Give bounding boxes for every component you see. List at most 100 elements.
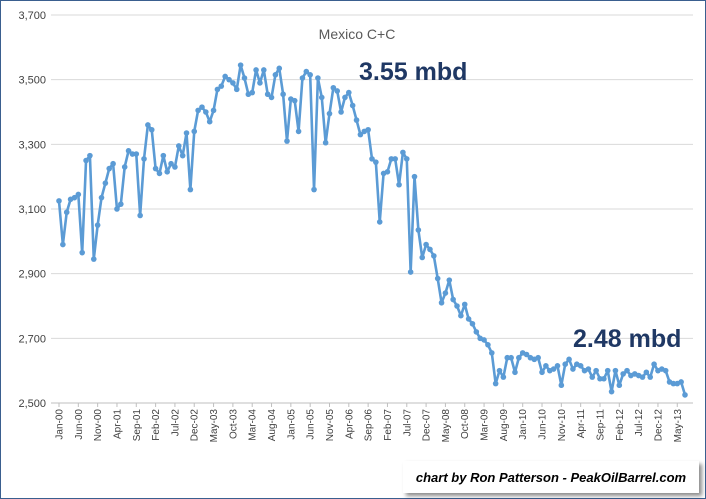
data-point <box>307 72 313 78</box>
data-point <box>311 186 317 193</box>
x-tick-label: Sep-01 <box>132 409 143 442</box>
data-point <box>570 366 576 372</box>
data-point <box>90 256 97 262</box>
data-point <box>249 89 256 96</box>
x-tick-label: Dec-12 <box>653 409 664 442</box>
data-point <box>253 67 259 73</box>
data-point <box>604 367 611 374</box>
data-point <box>75 191 82 198</box>
data-point <box>535 354 541 361</box>
data-point <box>110 160 116 167</box>
gridlines <box>51 14 693 404</box>
data-point <box>554 363 561 369</box>
x-axis-tick-labels: Jan-00 Jun-00 Nov-00 Apr-01 Sep-01 Feb-02 Jul-… <box>55 403 684 442</box>
x-tick-label: Jul-12 <box>634 409 645 437</box>
data-point <box>79 249 85 256</box>
data-point <box>94 222 101 228</box>
data-point <box>334 88 341 94</box>
data-point <box>318 94 325 101</box>
data-point <box>222 73 228 80</box>
x-tick-label: Apr-06 <box>344 409 355 439</box>
x-tick-label: Apr-11 <box>576 409 587 439</box>
x-tick-label: Jan-05 <box>286 409 297 440</box>
data-point <box>392 156 398 162</box>
data-point <box>403 156 410 162</box>
x-tick-label: Nov-05 <box>325 409 336 442</box>
data-point <box>156 170 163 177</box>
data-point <box>512 369 518 376</box>
x-tick-label: Oct-03 <box>228 409 239 439</box>
data-point <box>500 374 507 380</box>
data-point <box>206 118 213 125</box>
data-point <box>593 367 599 374</box>
x-tick-label: Nov-00 <box>93 409 104 442</box>
data-point <box>504 354 511 361</box>
data-point <box>662 367 669 374</box>
data-point <box>172 164 178 170</box>
data-point <box>199 104 205 110</box>
data-point <box>589 374 596 380</box>
data-point <box>315 75 321 81</box>
data-point <box>187 186 194 193</box>
data-point <box>446 277 453 283</box>
data-point <box>369 156 375 162</box>
data-point <box>218 83 225 89</box>
data-point <box>237 62 244 68</box>
data-point <box>56 198 62 204</box>
data-point <box>647 374 654 380</box>
data-point <box>624 367 630 374</box>
x-tick-label: Feb-12 <box>615 409 626 441</box>
x-tick-label: Sep-06 <box>364 409 375 442</box>
data-point <box>465 316 472 322</box>
data-point <box>160 152 167 159</box>
data-point <box>419 254 426 261</box>
data-point <box>508 354 514 361</box>
data-point <box>566 356 572 363</box>
data-point <box>678 379 684 385</box>
x-tick-label: Feb-02 <box>151 409 162 441</box>
data-point <box>268 94 275 101</box>
x-tick-label: Nov-10 <box>557 409 568 442</box>
data-point <box>106 165 113 172</box>
data-point <box>257 80 263 86</box>
data-point <box>682 392 688 398</box>
data-point <box>195 107 201 114</box>
x-tick-label: Jun-05 <box>306 409 317 440</box>
data-point <box>376 219 383 225</box>
data-point <box>411 173 418 180</box>
data-point <box>102 180 109 186</box>
chart-credit: chart by Ron Patterson - PeakOilBarrel.c… <box>403 461 699 493</box>
data-point <box>396 181 402 188</box>
data-point <box>272 72 279 78</box>
data-point <box>125 148 132 154</box>
x-tick-label: Jul-02 <box>170 409 181 437</box>
x-tick-label: Jun-00 <box>74 409 85 440</box>
data-point <box>299 75 306 81</box>
data-point <box>175 143 182 149</box>
data-point <box>442 290 449 296</box>
data-point <box>114 206 120 212</box>
data-point <box>373 159 379 165</box>
x-tick-label: Dec-02 <box>190 409 201 442</box>
data-point <box>562 361 569 368</box>
x-tick-label: Jan-10 <box>518 409 529 440</box>
x-tick-label: Dec-07 <box>422 409 433 442</box>
data-point <box>280 91 286 98</box>
data-point <box>454 303 460 309</box>
data-point <box>98 194 105 201</box>
x-tick-label: May-08 <box>441 409 452 443</box>
data-point <box>550 366 557 372</box>
data-point <box>191 128 198 135</box>
data-point <box>438 299 445 306</box>
data-point <box>164 169 170 175</box>
data-point <box>608 388 615 395</box>
data-point <box>601 375 607 382</box>
data-point <box>620 371 626 377</box>
y-tick-label: 2,700 <box>18 333 46 345</box>
data-point <box>388 156 395 162</box>
x-tick-label: Sep-11 <box>595 409 606 441</box>
data-point <box>523 351 530 358</box>
x-tick-label: May-03 <box>209 409 220 443</box>
y-tick-label: 2,900 <box>18 269 46 281</box>
